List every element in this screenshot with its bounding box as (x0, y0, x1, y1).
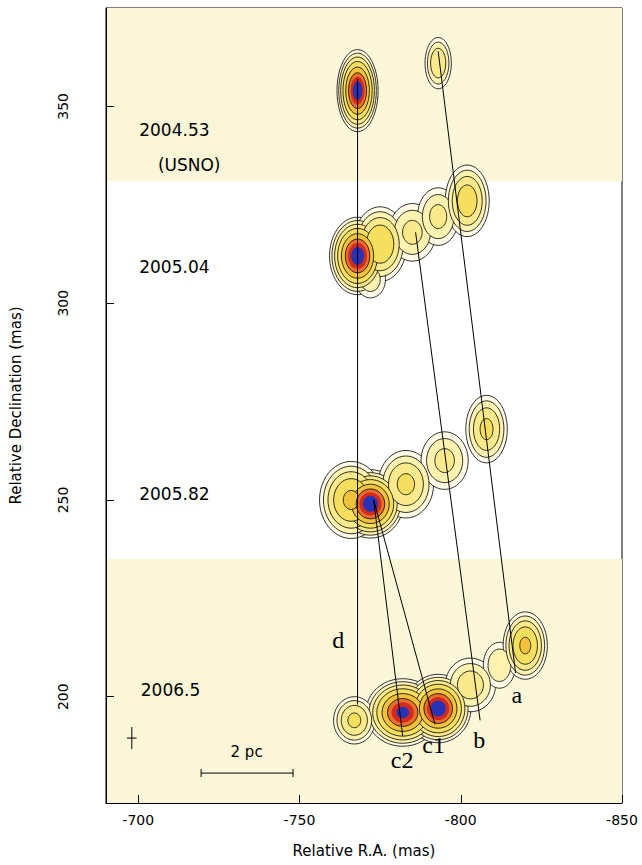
svg-text:200: 200 (55, 683, 71, 710)
svg-text:2005.82: 2005.82 (139, 484, 209, 504)
svg-text:2005.04: 2005.04 (139, 257, 209, 277)
svg-text:c1: c1 (422, 732, 445, 758)
svg-text:b: b (473, 727, 485, 753)
svg-text:350: 350 (55, 93, 71, 120)
svg-text:-850: -850 (606, 812, 638, 828)
svg-text:Relative Declination (mas): Relative Declination (mas) (7, 306, 25, 504)
svg-text:-750: -750 (284, 812, 316, 828)
svg-text:-700: -700 (122, 812, 154, 828)
svg-text:Relative R.A. (mas): Relative R.A. (mas) (293, 842, 436, 860)
svg-text:2 pc: 2 pc (231, 743, 263, 761)
svg-text:2004.53: 2004.53 (139, 120, 209, 140)
svg-text:300: 300 (55, 290, 71, 317)
svg-text:d: d (332, 627, 344, 653)
svg-text:2006.5: 2006.5 (141, 680, 200, 700)
svg-text:250: 250 (55, 487, 71, 514)
svg-text:-800: -800 (445, 812, 477, 828)
svg-text:c2: c2 (391, 747, 414, 773)
svg-text:a: a (512, 682, 523, 708)
svg-text:(USNO): (USNO) (158, 155, 221, 175)
